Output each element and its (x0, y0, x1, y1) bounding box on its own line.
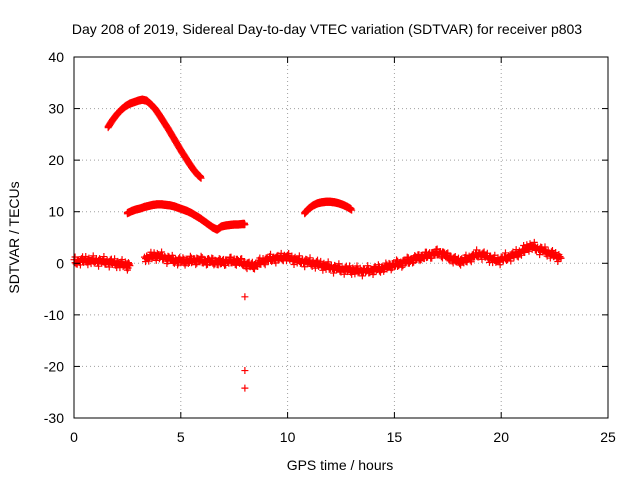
y-tick-label: -30 (44, 410, 64, 426)
y-tick-label: 0 (56, 255, 64, 271)
data-point (158, 248, 166, 256)
data-point (324, 258, 332, 266)
data-point (192, 261, 200, 269)
data-point (126, 261, 134, 269)
data-point (241, 221, 249, 229)
x-tick-label: 10 (280, 429, 296, 445)
data-points (70, 95, 565, 392)
x-tick-label: 20 (493, 429, 509, 445)
data-point (557, 254, 565, 262)
data-point (467, 258, 475, 266)
data-point (241, 293, 249, 301)
data-point (260, 259, 268, 267)
data-point (295, 252, 303, 260)
data-point (241, 367, 249, 375)
data-point (335, 260, 343, 268)
data-point (241, 384, 249, 392)
data-point (197, 174, 205, 182)
series-upper-arc (104, 95, 205, 182)
data-point (462, 251, 470, 259)
y-tick-label: -20 (44, 358, 64, 374)
data-point (179, 254, 187, 262)
data-point (100, 253, 108, 261)
data-point (290, 260, 298, 268)
data-point (95, 262, 103, 270)
data-point (152, 256, 160, 264)
data-point (261, 261, 269, 269)
grid (74, 57, 608, 418)
data-point (541, 243, 549, 251)
data-point (480, 248, 488, 256)
series-near-zero-band (70, 238, 565, 280)
data-point (330, 269, 338, 277)
data-point (496, 261, 504, 269)
data-point (215, 255, 223, 263)
chart-title: Day 208 of 2019, Sidereal Day-to-day VTE… (72, 21, 582, 37)
x-tick-label: 15 (387, 429, 403, 445)
plot-frame (73, 56, 609, 419)
x-tick-label: 25 (600, 429, 616, 445)
data-point (507, 257, 515, 265)
data-point (197, 252, 205, 260)
data-point (348, 206, 356, 214)
x-tick-label: 5 (177, 429, 185, 445)
x-axis-label: GPS time / hours (287, 457, 394, 473)
data-point (347, 204, 355, 212)
y-axis-label: SDTVAR / TECUs (6, 181, 22, 293)
series-middle-arc (123, 200, 249, 234)
data-point (319, 266, 327, 274)
data-point (125, 260, 133, 268)
y-tick-label: 30 (48, 101, 64, 117)
data-point (546, 254, 554, 262)
series-right-arc (301, 197, 356, 218)
data-point (358, 272, 366, 280)
data-point (184, 259, 192, 267)
data-point (556, 253, 564, 261)
data-point (398, 263, 406, 271)
data-point (306, 254, 314, 262)
data-point (301, 263, 309, 271)
data-point (314, 256, 322, 264)
x-tick-label: 0 (70, 429, 78, 445)
y-tick-label: 40 (48, 49, 64, 65)
axis-ticks: 0 5 10 15 20 25 -30 -20 -10 0 10 20 30 40 (44, 49, 616, 445)
y-tick-label: 10 (48, 204, 64, 220)
data-point (84, 261, 92, 269)
y-tick-label: -10 (44, 307, 64, 323)
series-outliers (241, 293, 249, 392)
data-point (466, 256, 474, 264)
y-tick-label: 20 (48, 152, 64, 168)
data-point (272, 259, 280, 267)
data-point (530, 238, 538, 246)
